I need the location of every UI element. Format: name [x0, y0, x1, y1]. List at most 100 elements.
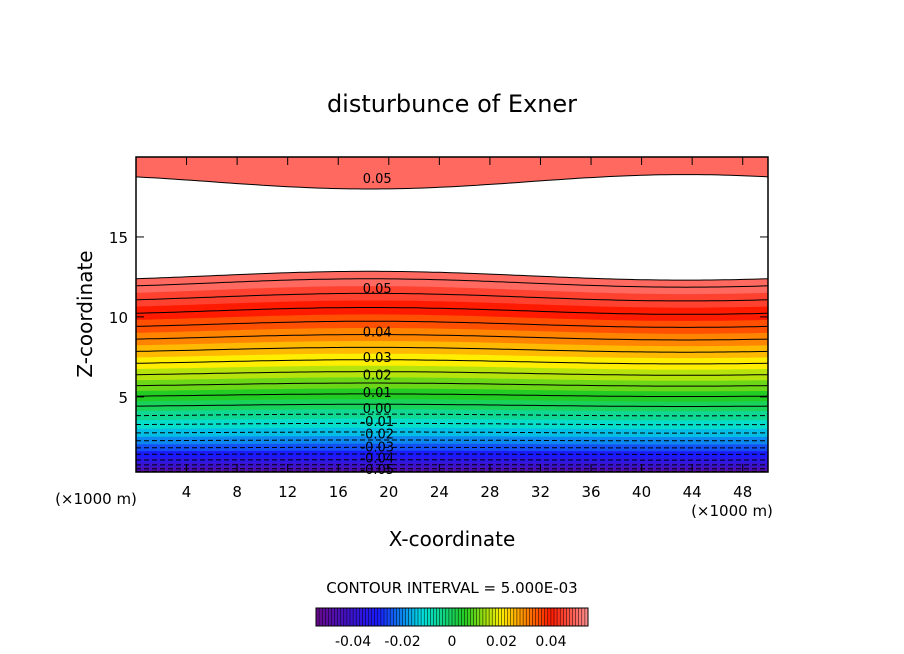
- contour-line: [136, 174, 768, 190]
- contour-line: [136, 382, 768, 387]
- colorbar-cell: [557, 608, 561, 626]
- x-tick-label: 24: [430, 483, 449, 501]
- contour-line: [136, 403, 768, 407]
- colorbar-cell: [572, 608, 576, 626]
- colorbar-cell: [448, 608, 453, 626]
- contour-label: 0.03: [363, 351, 392, 366]
- colorbar-tick-label: 0.04: [535, 634, 566, 650]
- contour-line: [136, 446, 768, 449]
- colorbar-cell: [535, 608, 539, 626]
- contour-line: [136, 439, 768, 442]
- colorbar-cell: [390, 608, 394, 626]
- x-tick-label: 44: [683, 483, 702, 501]
- plot-frame: [135, 156, 769, 473]
- y-axis-ticks: 5 10 15: [109, 229, 768, 407]
- colorbar-cell: [362, 608, 366, 626]
- contour-label: 0.05: [363, 172, 392, 187]
- x-tick-label: 48: [733, 483, 752, 501]
- colorbar-cell: [526, 608, 530, 626]
- colorbar-cell: [371, 608, 376, 626]
- colorbar-cell: [569, 608, 573, 626]
- colorbar-cell: [325, 608, 329, 626]
- contour-label: -0.02: [360, 428, 394, 443]
- colorbar-cell: [405, 608, 410, 626]
- colorbar-cell: [384, 608, 388, 626]
- colorbar-cell: [418, 608, 422, 626]
- contour-lines: [136, 174, 768, 472]
- colorbar-cell: [523, 608, 527, 626]
- colorbar-cell: [566, 608, 570, 626]
- contour-line: [136, 270, 768, 281]
- x-tick-label: 4: [182, 483, 192, 501]
- colorbar-cell: [445, 608, 450, 626]
- colorbar-cell: [584, 608, 589, 626]
- x-unit-right: (×1000 m): [691, 502, 773, 520]
- x-axis-label: X-coordinate: [389, 527, 516, 551]
- colorbar-cell: [482, 608, 487, 626]
- contour-line: [136, 320, 768, 328]
- colorbar-cell: [501, 608, 505, 626]
- contour-label: 0.00: [363, 402, 392, 417]
- colorbar-cell: [411, 608, 416, 626]
- colorbar-cell: [402, 608, 406, 626]
- contour-line: [136, 371, 768, 376]
- contour-line: [136, 359, 768, 365]
- colorbar-cell: [529, 608, 533, 626]
- contour-label: -0.01: [360, 415, 394, 430]
- colorbar-cell: [436, 608, 440, 626]
- colorbar-cell: [473, 608, 478, 626]
- colorbar-cell: [544, 608, 549, 626]
- colorbar-frame: [315, 607, 589, 627]
- contour-band-top: [136, 157, 768, 189]
- colorbar-cell: [337, 608, 342, 626]
- colorbar-cell: [353, 608, 357, 626]
- colorbar-cell: [495, 608, 499, 626]
- colorbar-cell: [458, 608, 462, 626]
- colorbar-cell: [433, 608, 437, 626]
- colorbar-cell: [396, 608, 400, 626]
- colorbar-cell: [520, 608, 524, 626]
- colorbar-cell: [467, 608, 471, 626]
- colorbar-cell: [340, 608, 345, 626]
- contour-line: [136, 431, 768, 434]
- colorbar-cell: [322, 608, 326, 626]
- y-axis-label: Z-coordinate: [73, 250, 97, 377]
- contour-label: 0.05: [363, 282, 392, 297]
- contour-label: 0.02: [363, 368, 392, 383]
- colorbar-cell: [393, 608, 397, 626]
- colorbar-cell: [368, 608, 372, 626]
- colorbar-cell: [504, 608, 508, 626]
- y-tick-label: 15: [109, 229, 128, 247]
- x-unit-left: (×1000 m): [55, 490, 137, 508]
- colorbar-tick-label: -0.04: [335, 634, 371, 650]
- colorbar-cell: [350, 608, 354, 626]
- colorbar-cell: [343, 608, 348, 626]
- x-axis-ticks: 4 8 12 16 20 24 28 32 36 40 44 48: [182, 157, 752, 501]
- x-tick-label: 12: [278, 483, 297, 501]
- contour-line: [136, 334, 768, 341]
- colorbar: [315, 607, 589, 627]
- colorbar-cell: [563, 608, 567, 626]
- colorbar-cell: [377, 608, 382, 626]
- colorbar-cell: [538, 608, 542, 626]
- contour-interval-text: CONTOUR INTERVAL = 5.000E-03: [326, 579, 577, 597]
- y-tick-label: 5: [118, 389, 128, 407]
- colorbar-cell: [550, 608, 555, 626]
- colorbar-cell: [442, 608, 447, 626]
- colorbar-cell: [421, 608, 425, 626]
- colorbar-cell: [328, 608, 332, 626]
- contour-line: [136, 346, 768, 353]
- colorbar-cell: [554, 608, 558, 626]
- contour-line: [136, 278, 768, 288]
- y-tick-label: 10: [109, 309, 128, 327]
- colorbar-cell: [356, 608, 360, 626]
- colorbar-cell: [532, 608, 536, 626]
- colorbar-cell: [374, 608, 379, 626]
- contour-label: -0.05: [360, 463, 394, 478]
- contour-line: [136, 422, 768, 426]
- colorbar-tick-label: 0: [448, 634, 457, 650]
- colorbar-cell: [427, 608, 431, 626]
- contour-label: 0.04: [363, 325, 392, 340]
- colorbar-cell: [387, 608, 391, 626]
